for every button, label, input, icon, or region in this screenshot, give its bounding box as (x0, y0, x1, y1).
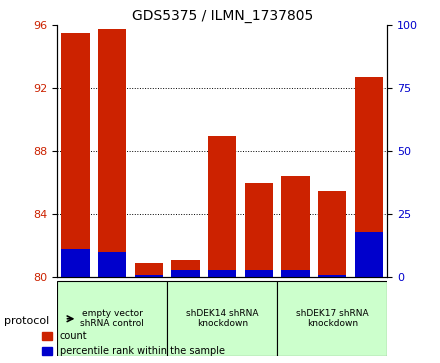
Text: empty vector
shRNA control: empty vector shRNA control (80, 309, 144, 329)
Bar (318, 274, 346, 277)
Bar (282, 270, 310, 277)
FancyBboxPatch shape (57, 281, 167, 356)
Bar (282, 176, 310, 277)
Bar (318, 191, 346, 277)
Bar (135, 263, 163, 277)
Text: shDEK14 shRNA
knockdown: shDEK14 shRNA knockdown (186, 309, 258, 329)
Bar (98, 252, 126, 277)
Bar (135, 274, 163, 277)
Bar (62, 249, 90, 277)
Bar (62, 33, 90, 277)
Bar (98, 29, 126, 277)
Bar (208, 135, 236, 277)
Bar (245, 270, 273, 277)
Bar (355, 232, 383, 277)
Bar (172, 260, 200, 277)
Title: GDS5375 / ILMN_1737805: GDS5375 / ILMN_1737805 (132, 9, 313, 23)
Text: protocol: protocol (4, 316, 50, 326)
Bar (245, 183, 273, 277)
Text: shDEK17 shRNA
knockdown: shDEK17 shRNA knockdown (296, 309, 369, 329)
FancyBboxPatch shape (167, 281, 277, 356)
Bar (208, 270, 236, 277)
FancyBboxPatch shape (277, 281, 387, 356)
Bar (355, 77, 383, 277)
Legend: count, percentile rank within the sample: count, percentile rank within the sample (40, 329, 227, 358)
Bar (172, 270, 200, 277)
